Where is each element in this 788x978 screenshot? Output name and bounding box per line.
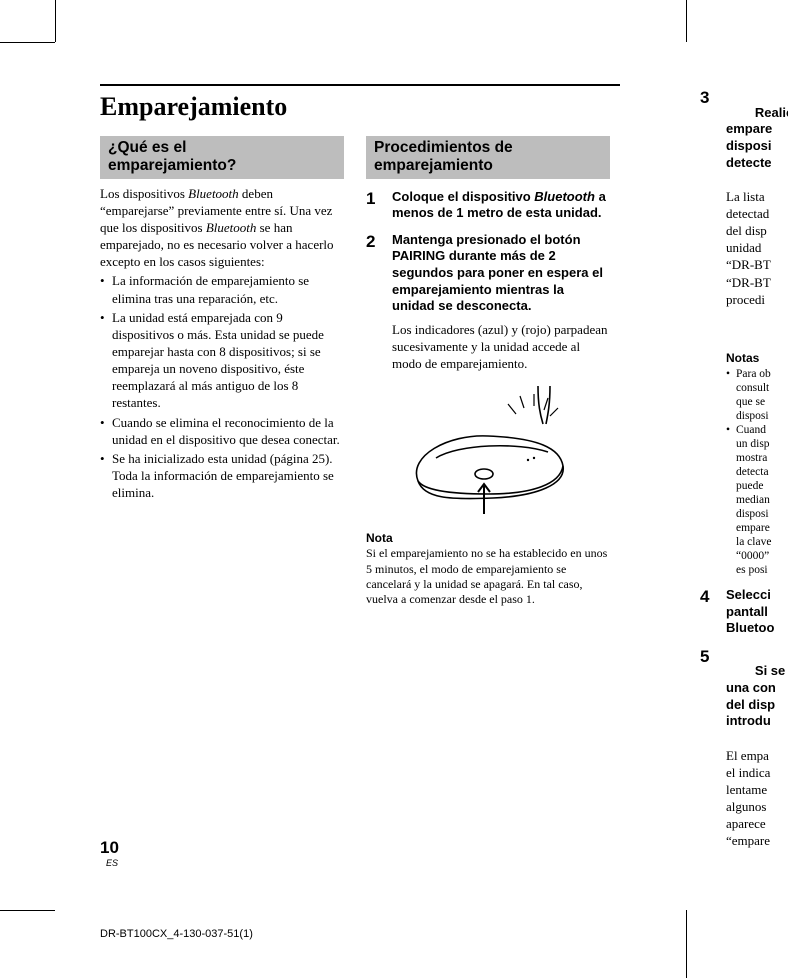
page: Emparejamiento ¿Qué es el emparejamiento… [0, 0, 788, 978]
bluetooth-word: Bluetooth [206, 220, 257, 235]
device-diagram [366, 386, 610, 520]
text: Se ha inicializado esta unidad (página 2… [112, 451, 334, 500]
main-content: Emparejamiento ¿Qué es el emparejamiento… [100, 84, 620, 608]
language-code: ES [106, 858, 118, 868]
subhead-line: Procedimientos de [374, 139, 513, 156]
step-body: Mantenga presionado el botón PAIRING dur… [392, 232, 610, 373]
bullet-icon: • [100, 414, 105, 431]
right-column: Procedimientos de emparejamiento 1 Coloq… [366, 136, 610, 608]
left-column: ¿Qué es el emparejamiento? Los dispositi… [100, 136, 344, 608]
list-item: • Para ob consult que se disposi [726, 367, 788, 423]
step-4: 4 Selecci pantall Bluetoo [700, 587, 788, 637]
step-body: Coloque el dispositivo Bluetooth a menos… [392, 189, 610, 222]
list-item: • La unidad está emparejada con 9 disposi… [100, 309, 344, 412]
crop-mark [686, 0, 687, 42]
step-body: Realice empare disposi detecte La lista … [726, 88, 788, 341]
doc-id-footer: DR-BT100CX_4-130-037-51(1) [100, 928, 253, 940]
text: Coloque el dispositivo [392, 189, 534, 204]
text: La información de emparejamiento se elim… [112, 273, 309, 305]
bullet-list: • La información de emparejamiento se eli… [100, 272, 344, 501]
text: Mantenga presionado el botón PAIRING dur… [392, 232, 603, 314]
step-number: 1 [366, 189, 382, 222]
crop-mark [0, 42, 55, 43]
next-page-overflow: 3 Realice empare disposi detecte La list… [700, 88, 788, 883]
step-1: 1 Coloque el dispositivo Bluetooth a men… [366, 189, 610, 222]
subhead-pairing-procedures: Procedimientos de emparejamiento [366, 136, 610, 179]
step-number: 4 [700, 587, 716, 637]
crop-mark [0, 910, 55, 911]
step-3: 3 Realice empare disposi detecte La list… [700, 88, 788, 341]
step-number: 3 [700, 88, 716, 341]
step-subtext: Los indicadores (azul) y (rojo) parpadea… [392, 321, 610, 372]
text: Los dispositivos [100, 186, 188, 201]
step-subtext: La lista detectad del disp unidad “DR-BT… [726, 188, 788, 308]
text: Cuando se elimina el reconocimiento de l… [112, 415, 340, 447]
subhead-what-is-pairing: ¿Qué es el emparejamiento? [100, 136, 344, 179]
page-title: Emparejamiento [100, 84, 620, 126]
intro-paragraph: Los dispositivos Bluetooth deben “empare… [100, 185, 344, 271]
bullet-icon: • [100, 309, 105, 326]
page-number: 10 [100, 838, 119, 858]
bullet-icon: • [726, 423, 730, 437]
crop-mark [686, 910, 687, 978]
subhead-line: emparejamiento [374, 157, 493, 174]
text: Si se so una con del disp introdu [726, 663, 788, 728]
step-number: 2 [366, 232, 382, 373]
step-number: 5 [700, 647, 716, 883]
step-2: 2 Mantenga presionado el botón PAIRING d… [366, 232, 610, 373]
note-body: Si el emparejamiento no se ha establecid… [366, 546, 610, 607]
crop-mark [55, 0, 56, 42]
step-body: Si se so una con del disp introdu El emp… [726, 647, 788, 883]
bluetooth-word: Bluetooth [188, 186, 239, 201]
text: Realice empare disposi detecte [726, 105, 788, 170]
bullet-icon: • [100, 450, 105, 467]
notes-block: Notas • Para ob consult que se disposi • C… [700, 351, 788, 577]
text: La unidad está emparejada con 9 disposit… [112, 310, 324, 411]
step-5: 5 Si se so una con del disp introdu El e… [700, 647, 788, 883]
text: Cuand un disp mostra detecta puede media… [736, 424, 771, 576]
list-item: • Se ha inicializado esta unidad (página … [100, 450, 344, 501]
headset-illustration-icon [388, 386, 588, 516]
list-item: • Cuand un disp mostra detecta puede medi… [726, 423, 788, 577]
step-subtext: El empa el indica lentame algunos aparec… [726, 747, 788, 850]
note-heading: Nota [366, 531, 610, 547]
columns: ¿Qué es el emparejamiento? Los dispositi… [100, 136, 620, 608]
list-item: • Cuando se elimina el reconocimiento de … [100, 414, 344, 448]
notes-heading: Notas [726, 351, 788, 367]
subhead-line: ¿Qué es el [108, 139, 186, 156]
step-body: Selecci pantall Bluetoo [726, 587, 774, 637]
bluetooth-word: Bluetooth [534, 189, 595, 204]
text: Para ob consult que se disposi [736, 368, 771, 422]
notes-list: • Para ob consult que se disposi • Cuand u… [726, 367, 788, 577]
bullet-icon: • [726, 367, 730, 381]
bullet-icon: • [100, 272, 105, 289]
list-item: • La información de emparejamiento se eli… [100, 272, 344, 306]
subhead-line: emparejamiento? [108, 157, 236, 174]
